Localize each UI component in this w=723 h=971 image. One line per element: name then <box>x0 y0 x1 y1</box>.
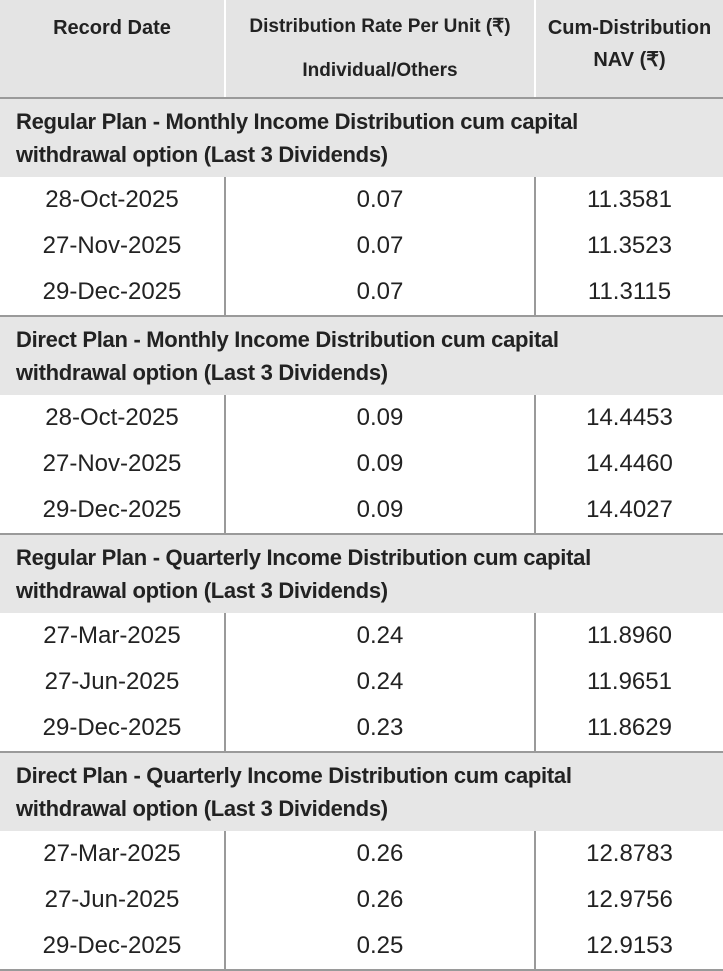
data-cell: 12.9153 <box>536 923 723 969</box>
cell-text: 0.07 <box>356 278 404 305</box>
cell-text: 14.4453 <box>586 404 673 431</box>
cell-text: 29-Dec-2025 <box>42 496 182 523</box>
cell-text: 27-Jun-2025 <box>44 668 180 695</box>
header-text: NAV (₹) <box>593 49 666 71</box>
cell-text: 11.3115 <box>587 278 672 305</box>
cell-text: 27-Mar-2025 <box>43 622 181 649</box>
cell-text: 14.4460 <box>586 450 673 477</box>
data-cell: 11.9651 <box>536 659 723 705</box>
section-title: Regular Plan - Monthly Income Distributi… <box>0 97 723 177</box>
header-text: Individual/Others <box>302 59 458 81</box>
cell-text: 0.26 <box>356 886 404 913</box>
section-title: Regular Plan - Quarterly Income Distribu… <box>0 533 723 613</box>
data-cell: 0.24 <box>226 659 536 705</box>
data-cell: 0.26 <box>226 831 536 877</box>
section-title-line: withdrawal option (Last 3 Dividends) <box>16 578 388 603</box>
data-cell: 27-Mar-2025 <box>0 613 226 659</box>
cell-text: 11.3581 <box>587 186 672 213</box>
data-cell: 11.3581 <box>536 177 723 223</box>
data-cell: 12.8783 <box>536 831 723 877</box>
data-cell: 0.09 <box>226 441 536 487</box>
data-cell: 14.4460 <box>536 441 723 487</box>
cell-text: 0.09 <box>356 404 404 431</box>
data-cell: 0.24 <box>226 613 536 659</box>
cell-text: 0.09 <box>356 496 404 523</box>
section-title-line: Regular Plan - Monthly Income Distributi… <box>16 109 578 134</box>
data-cell: 0.07 <box>226 177 536 223</box>
data-cell: 27-Jun-2025 <box>0 877 226 923</box>
cell-text: 29-Dec-2025 <box>42 714 182 741</box>
data-cell: 11.3115 <box>536 269 723 315</box>
header-text: Record Date <box>53 17 171 39</box>
data-cell: 0.09 <box>226 487 536 533</box>
data-cell: 29-Dec-2025 <box>0 269 226 315</box>
header-cell: Distribution Rate Per Unit (₹) Individual… <box>226 0 536 97</box>
data-cell: 27-Nov-2025 <box>0 223 226 269</box>
cell-text: 0.25 <box>356 932 404 959</box>
data-cell: 11.3523 <box>536 223 723 269</box>
cell-text: 29-Dec-2025 <box>42 932 182 959</box>
section-title: Direct Plan - Monthly Income Distributio… <box>0 315 723 395</box>
section-title-line: Direct Plan - Quarterly Income Distribut… <box>16 763 572 788</box>
data-cell: 27-Nov-2025 <box>0 441 226 487</box>
cell-text: 0.24 <box>356 668 404 695</box>
cell-text: 11.8629 <box>587 714 672 741</box>
cell-text: 28-Oct-2025 <box>45 404 179 431</box>
data-cell: 27-Jun-2025 <box>0 659 226 705</box>
section-title-line: Regular Plan - Quarterly Income Distribu… <box>16 545 591 570</box>
cell-text: 29-Dec-2025 <box>42 278 182 305</box>
cell-text: 27-Jun-2025 <box>44 886 180 913</box>
cell-text: 14.4027 <box>586 496 673 523</box>
section-title-line: withdrawal option (Last 3 Dividends) <box>16 360 388 385</box>
header-cell: Record Date <box>0 0 226 97</box>
section-title-line: withdrawal option (Last 3 Dividends) <box>16 796 388 821</box>
cell-text: 11.8960 <box>587 622 672 649</box>
bottom-border <box>0 969 723 971</box>
data-cell: 29-Dec-2025 <box>0 923 226 969</box>
cell-text: 0.23 <box>356 714 404 741</box>
cell-text: 27-Nov-2025 <box>42 450 182 477</box>
data-cell: 27-Mar-2025 <box>0 831 226 877</box>
data-cell: 0.07 <box>226 223 536 269</box>
data-cell: 0.09 <box>226 395 536 441</box>
data-cell: 29-Dec-2025 <box>0 487 226 533</box>
section-title: Direct Plan - Quarterly Income Distribut… <box>0 751 723 831</box>
data-cell: 11.8629 <box>536 705 723 751</box>
data-cell: 14.4453 <box>536 395 723 441</box>
cell-text: 12.9756 <box>586 886 673 913</box>
section-title-line: withdrawal option (Last 3 Dividends) <box>16 142 388 167</box>
cell-text: 11.9651 <box>587 668 672 695</box>
cell-text: 0.07 <box>356 186 404 213</box>
data-cell: 0.25 <box>226 923 536 969</box>
data-cell: 11.8960 <box>536 613 723 659</box>
data-cell: 0.26 <box>226 877 536 923</box>
cell-text: 27-Nov-2025 <box>42 232 182 259</box>
data-cell: 28-Oct-2025 <box>0 395 226 441</box>
cell-text: 12.9153 <box>586 932 673 959</box>
header-text: Cum-Distribution <box>547 17 712 39</box>
cell-text: 0.07 <box>356 232 404 259</box>
cell-text: 27-Mar-2025 <box>43 840 181 867</box>
cell-text: 0.09 <box>356 450 404 477</box>
cell-text: 0.26 <box>356 840 404 867</box>
data-cell: 12.9756 <box>536 877 723 923</box>
cell-text: 0.24 <box>356 622 404 649</box>
header-text: Distribution Rate Per Unit (₹) <box>249 15 511 37</box>
data-cell: 29-Dec-2025 <box>0 705 226 751</box>
data-cell: 0.23 <box>226 705 536 751</box>
cell-text: 11.3523 <box>587 232 672 259</box>
header-cell: Cum-Distribution NAV (₹) <box>536 0 723 97</box>
cell-text: 28-Oct-2025 <box>45 186 179 213</box>
data-cell: 14.4027 <box>536 487 723 533</box>
cell-text: 12.8783 <box>586 840 673 867</box>
section-title-line: Direct Plan - Monthly Income Distributio… <box>16 327 559 352</box>
data-cell: 0.07 <box>226 269 536 315</box>
data-cell: 28-Oct-2025 <box>0 177 226 223</box>
